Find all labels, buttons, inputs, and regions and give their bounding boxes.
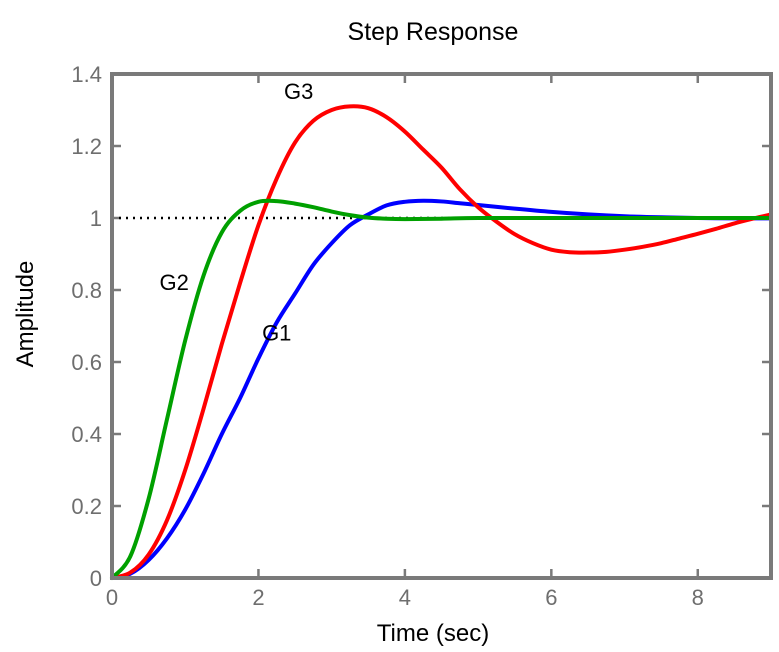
y-tick-label: 0.4: [71, 422, 102, 447]
y-tick-label: 1.4: [71, 62, 102, 87]
x-axis-label: Time (sec): [377, 620, 489, 647]
series-line-g3: [110, 104, 773, 580]
series-label-g1: G1: [262, 320, 291, 345]
x-tick-label: 0: [106, 585, 118, 610]
y-tick-label: 1.2: [71, 134, 102, 159]
x-tick-label: 8: [692, 585, 704, 610]
x-tick-label: 2: [252, 585, 264, 610]
y-tick-label: 0.8: [71, 278, 102, 303]
series-label-g3: G3: [284, 79, 313, 104]
y-tick-label: 0.6: [71, 350, 102, 375]
y-tick-label: 0: [90, 566, 102, 591]
y-tick-label: 0.2: [71, 494, 102, 519]
series-line-g2: [110, 198, 773, 580]
series-label-g2: G2: [160, 270, 189, 295]
y-tick-label: 1: [90, 206, 102, 231]
plot-frame: [110, 72, 773, 580]
x-tick-label: 6: [545, 585, 557, 610]
plot-area: 0 0.2 0.4 0.6 0.8 1 1.2 1.4 0 2 4 6 8 G3 G2 G1: [71, 62, 773, 610]
chart-title: Step Response: [348, 18, 519, 46]
series-line-g1: [110, 198, 773, 580]
x-tick-label: 4: [399, 585, 411, 610]
y-axis-label: Amplitude: [12, 261, 39, 368]
